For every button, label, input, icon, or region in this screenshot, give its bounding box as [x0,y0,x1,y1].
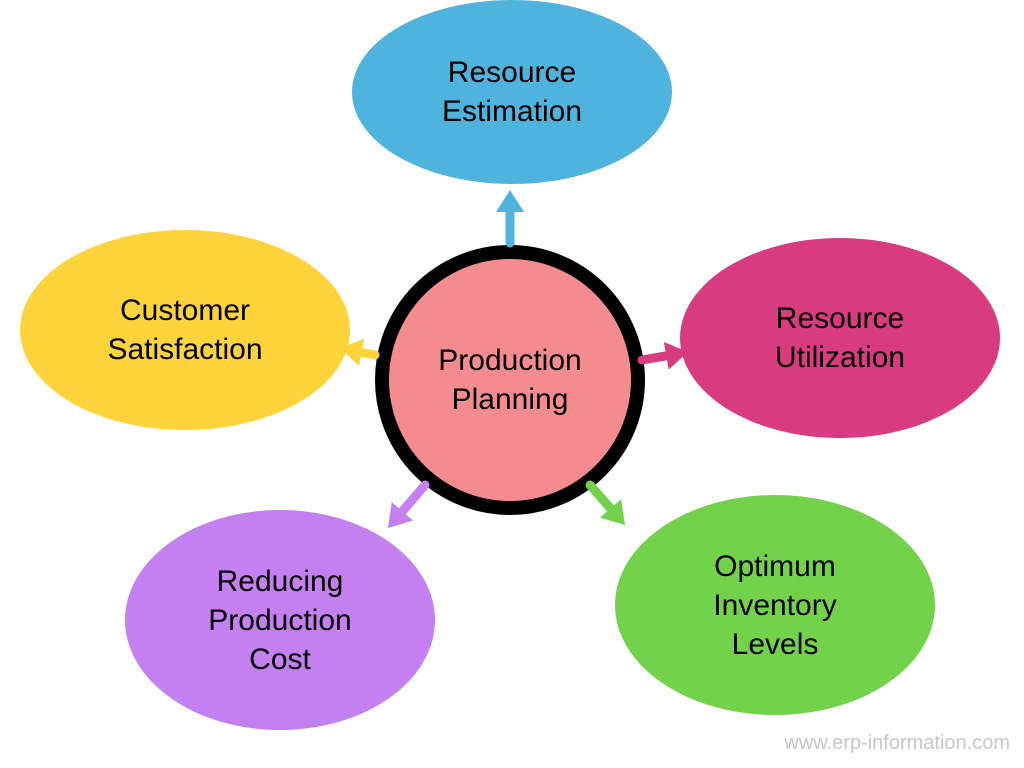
node-resource-utilization: Resource Utilization [680,238,1000,438]
node-reducing-cost: Reducing Production Cost [125,510,435,730]
center-label: Production Planning [438,341,581,419]
node-customer-satisfaction: Customer Satisfaction [20,230,350,430]
node-optimum-inventory: Optimum Inventory Levels [615,495,935,715]
node-label: Resource Estimation [442,53,582,131]
node-label: Resource Utilization [775,299,905,377]
watermark: www.erp-information.com [784,732,1010,755]
node-resource-estimation: Resource Estimation [352,0,672,184]
node-label: Reducing Production Cost [208,562,351,679]
center-node: Production Planning [375,245,645,515]
node-label: Optimum Inventory Levels [713,547,836,664]
node-label: Customer Satisfaction [107,291,262,369]
